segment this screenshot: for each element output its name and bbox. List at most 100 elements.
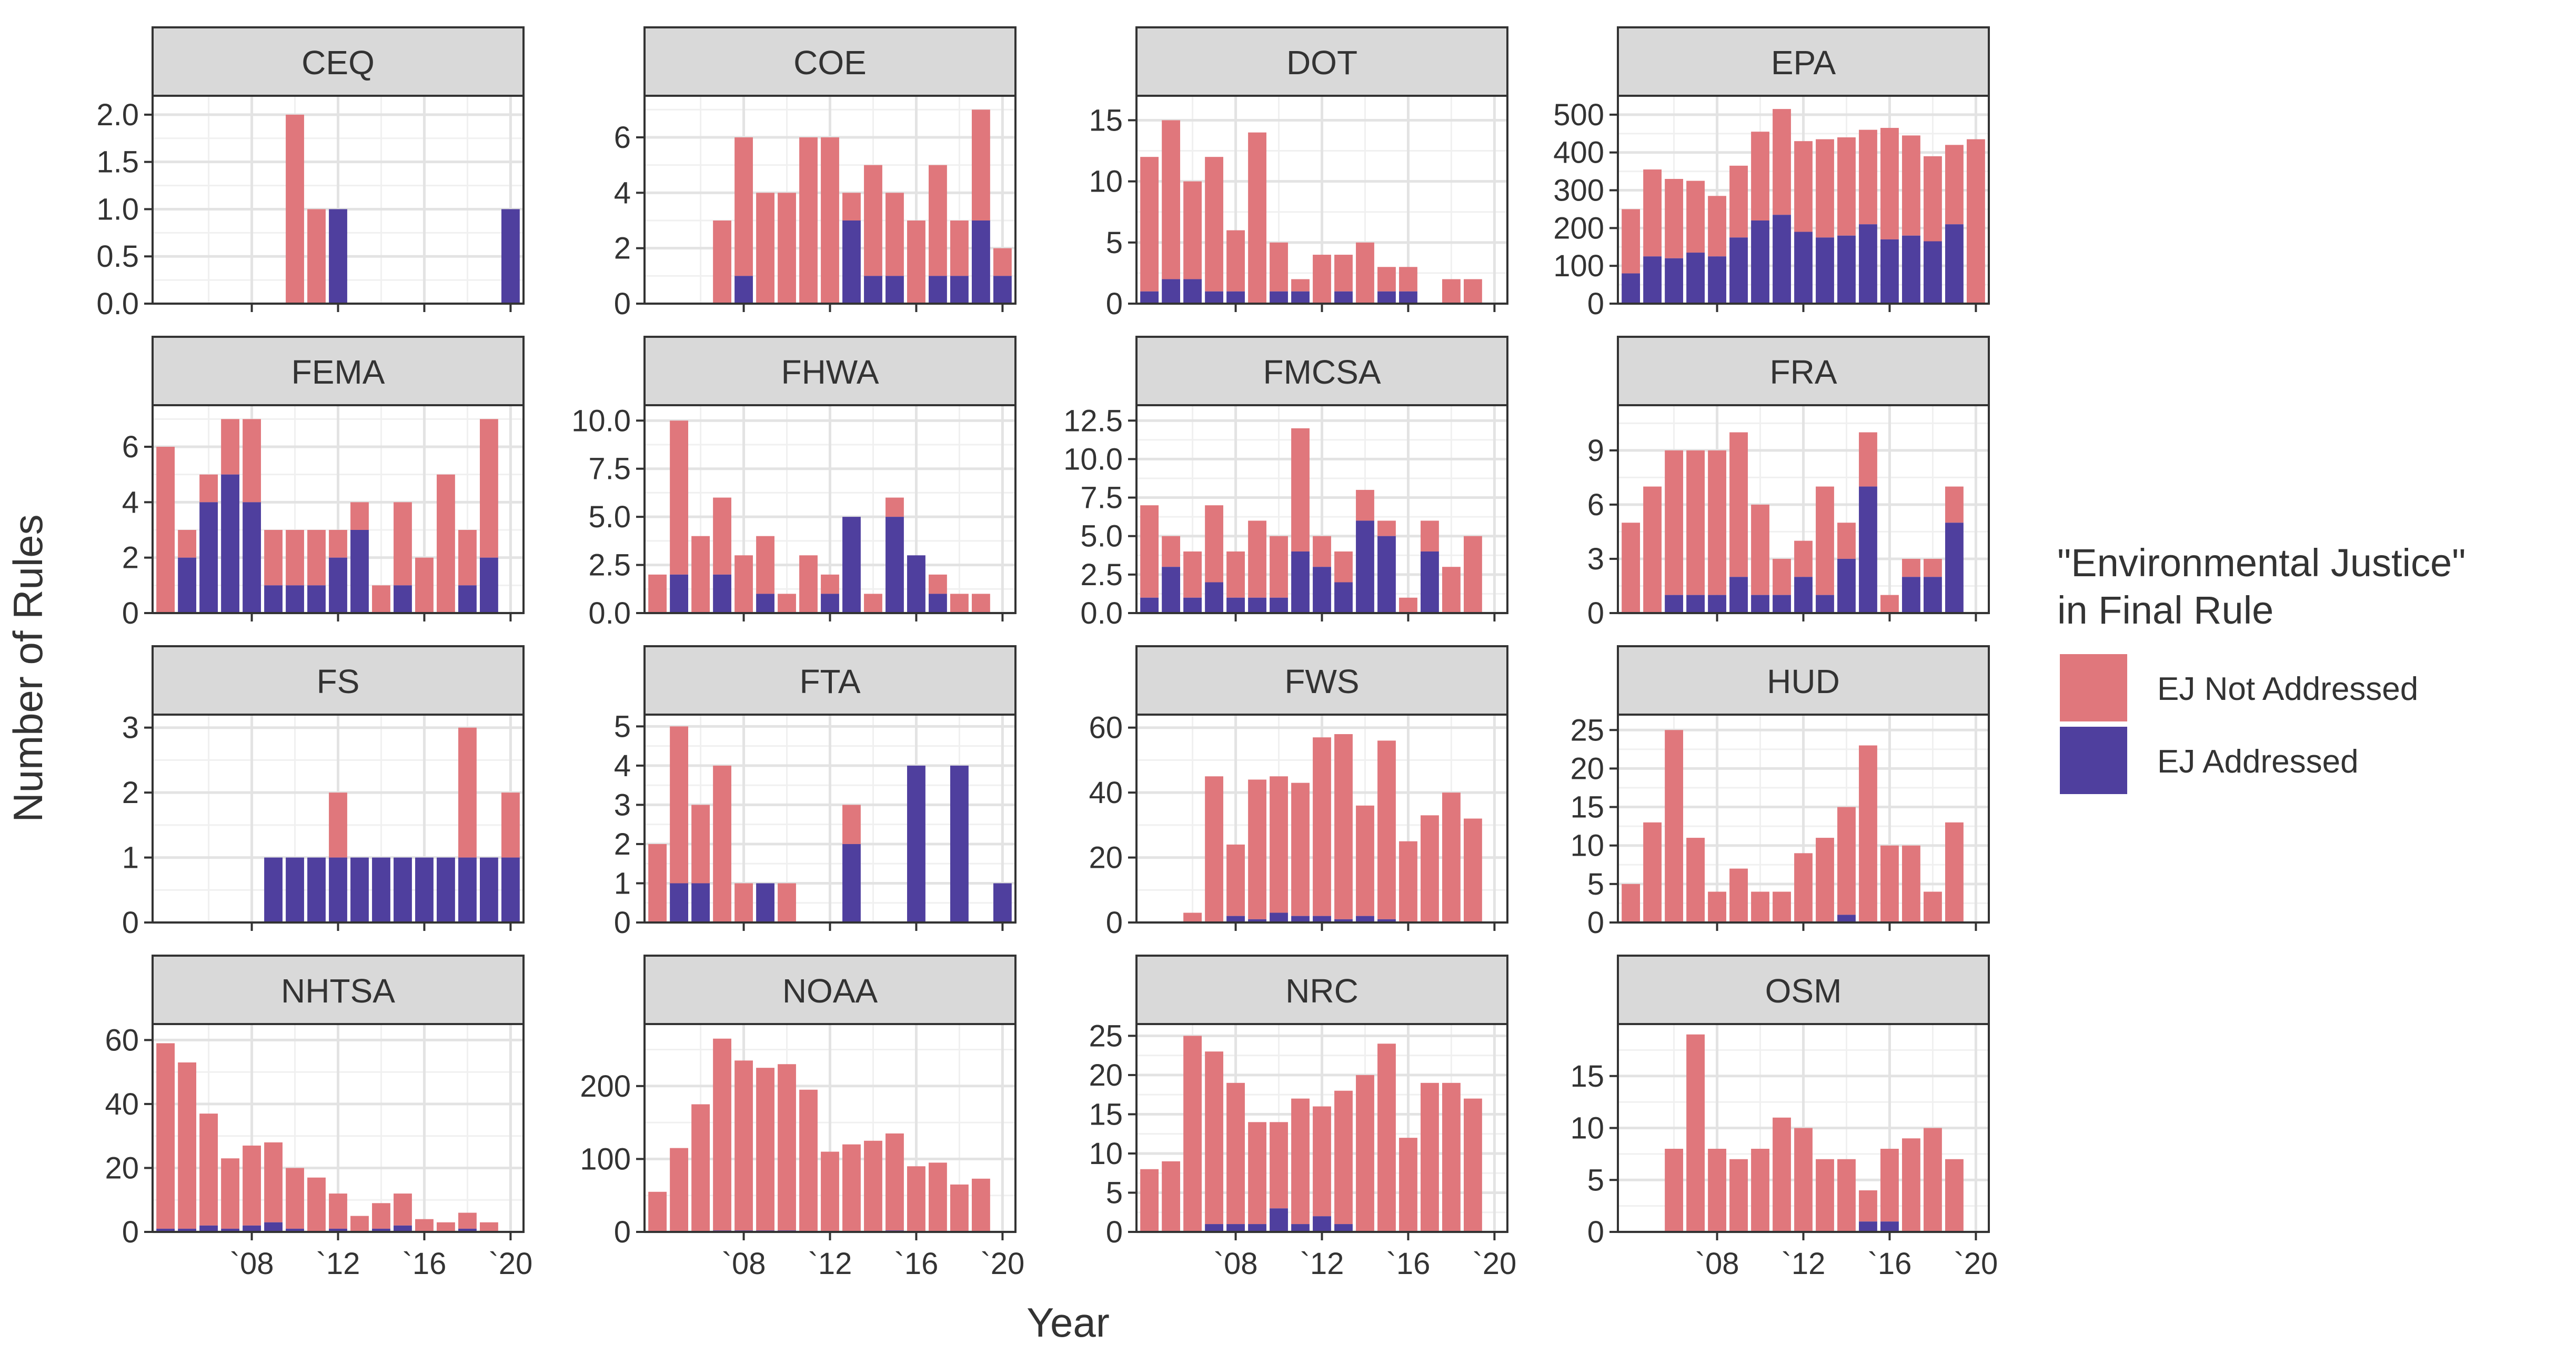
- panel-strip: [152, 336, 525, 406]
- bar-ej-not-addressed-2011: [307, 209, 326, 304]
- bar-ej-addressed-2013: [350, 530, 369, 613]
- bar-ej-not-addressed-2019: [1945, 486, 1964, 523]
- bar-ej-not-addressed-2018: [458, 727, 477, 858]
- panel-strip: [152, 645, 525, 716]
- y-tick-label: 0.5: [96, 239, 139, 274]
- panel-strip: [152, 26, 525, 97]
- bar-ej-not-addressed-2011: [799, 1089, 818, 1232]
- bar-ej-addressed-2016: [1880, 1221, 1899, 1232]
- bar-ej-addressed-2018: [458, 1228, 477, 1232]
- bar-ej-addressed-2004: [1622, 273, 1641, 304]
- bar-ej-not-addressed-2018: [458, 1212, 477, 1229]
- y-tick-label: 0.0: [1080, 596, 1123, 630]
- panel-strip: [1617, 26, 1990, 97]
- y-tick-label: 12.5: [1063, 404, 1123, 438]
- bar-ej-not-addressed-2009: [1248, 779, 1266, 919]
- bar-ej-not-addressed-2011: [799, 137, 818, 304]
- bar-ej-addressed-2013: [1334, 919, 1353, 922]
- panel-title: FS: [317, 663, 360, 700]
- bar-ej-addressed-2006: [1183, 597, 1202, 613]
- bar-ej-addressed-2013: [842, 844, 861, 922]
- bar-ej-not-addressed-2016: [415, 557, 434, 613]
- bar-ej-addressed-2009: [1248, 597, 1266, 613]
- bar-ej-not-addressed-2013: [1334, 255, 1353, 292]
- bar-ej-not-addressed-2013: [1816, 139, 1834, 238]
- bar-ej-not-addressed-2017: [929, 1162, 947, 1232]
- bar-ej-addressed-2004: [1140, 597, 1159, 613]
- bar-ej-addressed-2015: [1377, 919, 1396, 922]
- panel-fws: FWS 0 20 40 60: [1089, 645, 1508, 940]
- bar-ej-not-addressed-2009: [1248, 1122, 1266, 1225]
- y-tick-label: 0: [614, 1215, 631, 1249]
- bar-ej-not-addressed-2006: [1183, 551, 1202, 598]
- bar-ej-addressed-2012: [329, 857, 347, 922]
- bar-ej-not-addressed-2007: [221, 1158, 239, 1229]
- bar-ej-not-addressed-2008: [1226, 844, 1245, 916]
- panel-fs: FS 0 1 2 3: [122, 645, 525, 940]
- bar-ej-addressed-2018: [950, 765, 969, 922]
- y-tick-label: 1.5: [96, 145, 139, 179]
- bar-ej-addressed-2011: [1773, 215, 1791, 304]
- y-tick-label: 20: [1089, 841, 1123, 875]
- bar-ej-addressed-2008: [1226, 291, 1245, 304]
- bar-ej-not-addressed-2019: [479, 419, 498, 558]
- bar-ej-addressed-2018: [1924, 577, 1942, 613]
- bar-ej-addressed-2012: [329, 209, 347, 304]
- x-tick-label: `20: [488, 1247, 532, 1281]
- bar-ej-not-addressed-2007: [1205, 157, 1223, 292]
- bar-ej-addressed-2015: [1859, 486, 1877, 613]
- bar-ej-addressed-2007: [221, 1228, 239, 1232]
- bar-ej-not-addressed-2005: [1162, 120, 1181, 279]
- bar-ej-not-addressed-2004: [1622, 884, 1641, 922]
- bar-ej-addressed-2020: [501, 857, 520, 922]
- facet-panels: CEQ0.00.51.01.52.0COE0246DOT051015EPA010…: [96, 26, 1998, 1281]
- legend-label-ej-not-addressed: EJ Not Addressed: [2157, 671, 2418, 707]
- bar-ej-not-addressed-2012: [329, 793, 347, 858]
- bar-ej-not-addressed-2014: [1356, 489, 1374, 521]
- bar-ej-not-addressed-2004: [648, 844, 667, 922]
- y-tick-label: 100: [580, 1142, 631, 1176]
- bar-ej-not-addressed-2008: [734, 137, 753, 276]
- bar-ej-addressed-2017: [437, 857, 455, 922]
- x-axis-title: Year: [1027, 1299, 1110, 1346]
- bar-ej-not-addressed-2004: [1140, 157, 1159, 292]
- bar-ej-addressed-2008: [243, 502, 261, 613]
- bar-ej-addressed-2005: [178, 1228, 197, 1232]
- bar-ej-addressed-2014: [1356, 520, 1374, 613]
- bar-ej-not-addressed-2012: [1794, 1128, 1813, 1232]
- bar-ej-not-addressed-2014: [864, 594, 882, 613]
- bar-ej-addressed-2014: [372, 1228, 390, 1232]
- bar-ej-not-addressed-2018: [950, 1184, 969, 1232]
- bar-ej-addressed-2007: [1686, 253, 1705, 304]
- bar-ej-not-addressed-2012: [329, 1194, 347, 1229]
- bar-ej-not-addressed-2005: [1643, 822, 1662, 922]
- bar-ej-not-addressed-2005: [178, 1062, 197, 1229]
- y-tick-label: 0: [614, 906, 631, 940]
- bar-ej-addressed-2011: [1291, 916, 1310, 922]
- y-tick-label: 6: [614, 121, 631, 155]
- y-tick-label: 0: [1106, 906, 1123, 940]
- bar-ej-addressed-2012: [821, 594, 839, 613]
- bar-ej-not-addressed-2015: [1377, 740, 1396, 919]
- bar-ej-not-addressed-2018: [1442, 793, 1461, 922]
- y-tick-label: 10: [1089, 1137, 1123, 1171]
- bar-ej-addressed-2020: [993, 883, 1012, 922]
- bar-ej-not-addressed-2008: [1708, 891, 1726, 922]
- bar-ej-addressed-2008: [1226, 1224, 1245, 1232]
- bar-ej-not-addressed-2009: [1729, 165, 1748, 238]
- bar-ej-not-addressed-2016: [1880, 595, 1899, 613]
- bar-ej-not-addressed-2015: [1859, 432, 1877, 487]
- y-tick-label: 3: [1587, 542, 1604, 576]
- panel-title: DOT: [1286, 44, 1357, 82]
- bar-ej-not-addressed-2014: [1356, 1075, 1374, 1232]
- bar-ej-not-addressed-2016: [1880, 845, 1899, 922]
- y-tick-label: 0: [1587, 287, 1604, 321]
- bar-ej-not-addressed-2015: [1377, 267, 1396, 292]
- bar-ej-not-addressed-2005: [670, 420, 689, 575]
- panel-fema: FEMA 0 2 4 6: [122, 336, 525, 630]
- bar-ej-addressed-2015: [1859, 224, 1877, 304]
- bar-ej-addressed-2014: [1837, 558, 1856, 613]
- bar-ej-addressed-2010: [286, 857, 304, 922]
- bar-ej-addressed-2015: [394, 1225, 412, 1232]
